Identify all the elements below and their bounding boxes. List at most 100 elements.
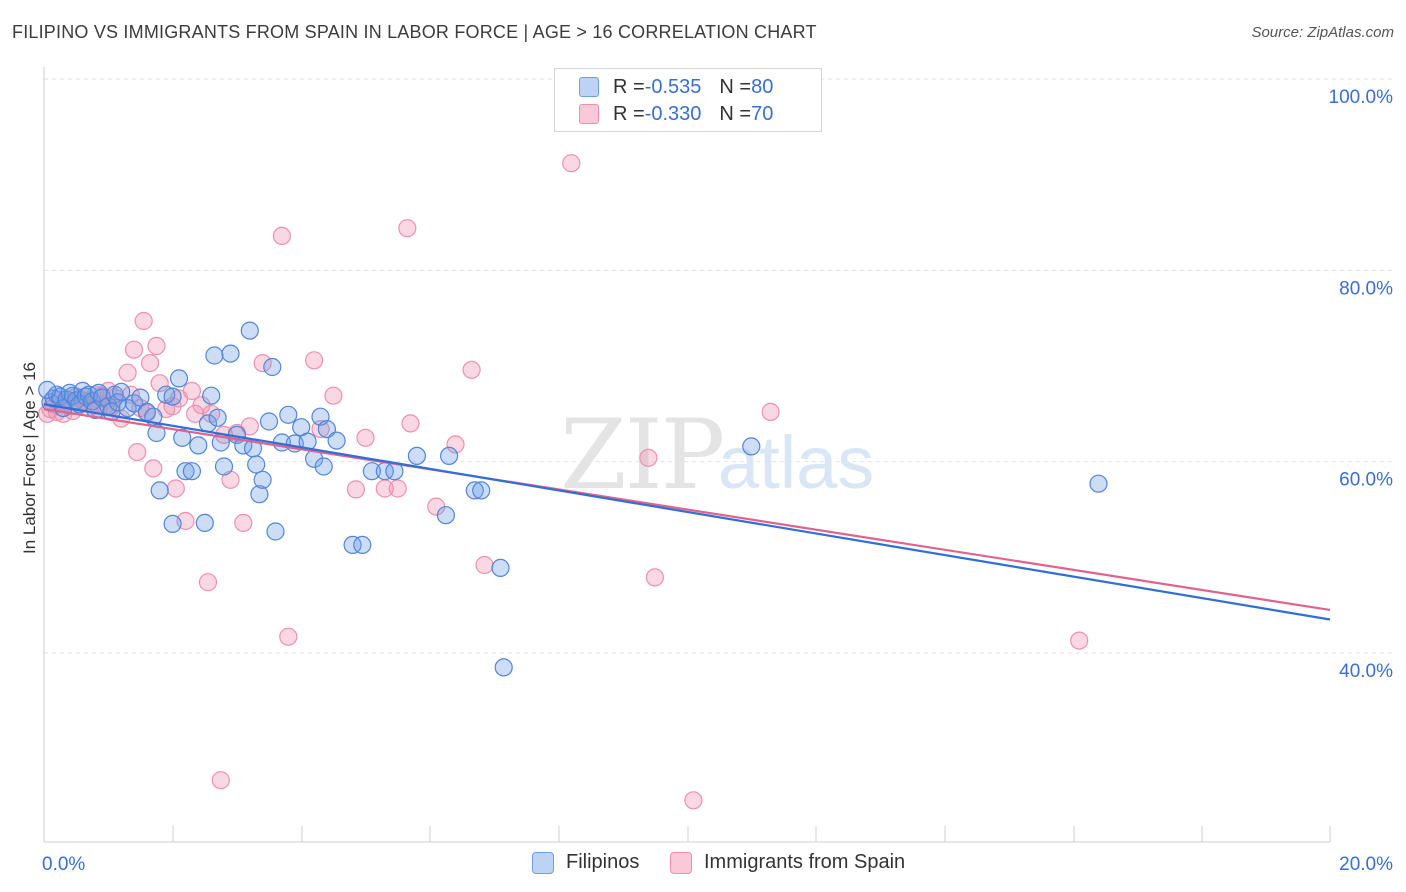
spain-point xyxy=(446,435,465,454)
filipino-point xyxy=(195,513,214,533)
y-tick-label: 60.0% xyxy=(1339,470,1393,491)
watermark-atlas: atlas xyxy=(718,421,874,504)
filipino-point xyxy=(182,462,201,481)
spain-point xyxy=(311,420,330,439)
spain-point xyxy=(398,219,417,238)
series-legend: Filipinos Immigrants from Spain xyxy=(0,851,1406,877)
filipino-point xyxy=(353,535,372,555)
spain-point xyxy=(1070,631,1089,650)
spain-point xyxy=(475,555,494,575)
filipinos-legend-swatch xyxy=(532,851,554,874)
filipino-point xyxy=(163,514,182,534)
filipino-point xyxy=(440,446,459,465)
legend-row-spain: R = -0.330 N = 70 xyxy=(579,102,773,126)
filipino-point xyxy=(89,383,108,402)
filipino-point xyxy=(240,321,259,340)
filipino-point xyxy=(407,446,426,465)
spain-point xyxy=(388,479,407,498)
filipino-point xyxy=(491,558,510,578)
legend-r-value: -0.535 xyxy=(644,75,702,98)
spain-point xyxy=(346,480,365,499)
legend-r-label: R = xyxy=(613,102,645,125)
spain-point xyxy=(134,311,153,331)
filipino-point xyxy=(250,485,269,504)
filipino-point xyxy=(263,357,282,377)
filipino-point xyxy=(202,386,221,405)
spain-point xyxy=(253,354,272,373)
filipino-point xyxy=(465,481,484,500)
filipino-point xyxy=(208,408,227,427)
spain-point xyxy=(141,354,160,373)
spain-point xyxy=(144,459,163,478)
filipino-point xyxy=(279,405,298,424)
filipino-point xyxy=(163,387,182,406)
spain-point xyxy=(182,381,201,400)
legend-n-value: 80 xyxy=(751,75,774,98)
filipino-trend-line xyxy=(43,403,1331,621)
source-label: Source: ZipAtlas.com xyxy=(1251,24,1394,41)
filipino-point xyxy=(189,436,208,455)
legend-n-label: N = xyxy=(719,102,752,125)
y-axis-label: In Labor Force | Age > 16 xyxy=(20,361,39,555)
legend-item-filipinos: Filipinos xyxy=(532,851,639,874)
filipino-point xyxy=(247,455,266,474)
legend-item-label: Filipinos xyxy=(566,851,640,873)
legend-item-spain: Immigrants from Spain xyxy=(670,851,905,874)
chart-title: FILIPINO VS IMMIGRANTS FROM SPAIN IN LAB… xyxy=(12,22,817,42)
filipino-point xyxy=(436,506,455,525)
stats-legend: R = -0.535 N = 80 R = -0.330 N = 70 xyxy=(554,68,822,132)
spain-trend-line xyxy=(43,407,1331,612)
tick-labels: 40.0% 60.0% 80.0% 100.0% 0.0% 20.0% xyxy=(42,87,1393,875)
spain-point xyxy=(272,226,291,245)
filipino-point xyxy=(150,481,169,500)
spain-point xyxy=(645,568,665,587)
filipino-point xyxy=(327,431,346,450)
spain-point xyxy=(234,513,253,533)
filipino-point xyxy=(472,481,491,500)
spain-point xyxy=(401,414,420,433)
spain-point xyxy=(356,428,375,447)
y-tick-label: 40.0% xyxy=(1339,661,1393,682)
spain-point xyxy=(128,443,147,462)
filipino-point xyxy=(259,412,279,431)
spain-point xyxy=(147,336,166,355)
spain-point xyxy=(118,363,137,382)
spain-point xyxy=(240,417,259,436)
filipino-point xyxy=(108,393,128,412)
legend-item-label: Immigrants from Spain xyxy=(704,851,906,873)
legend-r-label: R = xyxy=(613,75,645,98)
filipino-point xyxy=(253,470,272,489)
filipino-point xyxy=(147,423,166,443)
legend-n-label: N = xyxy=(719,75,752,98)
spain-point xyxy=(324,386,343,405)
filipino-point xyxy=(169,369,189,388)
spain-point xyxy=(761,402,780,421)
filipino-point xyxy=(1089,474,1108,493)
spain-point xyxy=(639,448,658,467)
axes xyxy=(43,67,1331,843)
spain-point xyxy=(124,340,144,359)
filipino-point xyxy=(742,437,761,456)
filipino-point xyxy=(205,346,224,365)
spain-point xyxy=(684,791,703,810)
trend-lines xyxy=(43,403,1331,621)
filipino-point xyxy=(221,344,240,363)
filipino-points xyxy=(38,321,1108,677)
legend-row-filipinos: R = -0.535 N = 80 xyxy=(579,75,773,99)
filipino-point xyxy=(157,385,176,404)
y-tick-label: 80.0% xyxy=(1339,278,1393,299)
filipino-point xyxy=(362,462,381,481)
spain-point xyxy=(166,479,185,498)
legend-n-value: 70 xyxy=(751,102,774,125)
x-tick-label: 0.0% xyxy=(42,854,85,875)
filipino-point xyxy=(494,658,513,677)
filipinos-swatch xyxy=(579,77,599,97)
filipino-point xyxy=(343,535,362,555)
spain-point xyxy=(305,351,324,370)
gridlines xyxy=(44,78,1394,654)
filipino-point xyxy=(38,380,57,399)
spain-point xyxy=(279,627,298,646)
filipino-point xyxy=(173,428,192,447)
spain-swatch xyxy=(579,104,599,124)
